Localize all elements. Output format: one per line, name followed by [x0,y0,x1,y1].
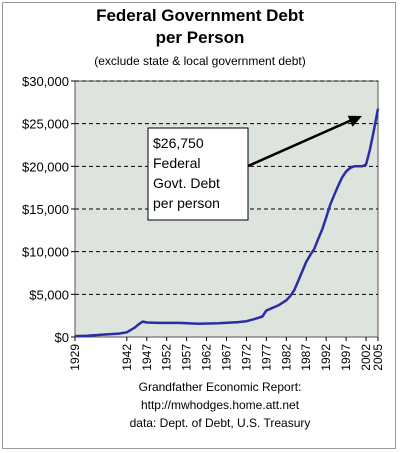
chart-title-line-1: Federal Government Debt [96,6,304,25]
chart-title-line-2: per Person [155,28,245,47]
footer-source: Grandfather Economic Report: [138,380,302,394]
chart-subtitle: (exclude state & local government debt) [94,54,306,68]
footer-data-credit: data: Dept. of Debt, U.S. Treasury [129,416,311,430]
footer-url: http://mwhodges.home.att.net [140,398,300,412]
